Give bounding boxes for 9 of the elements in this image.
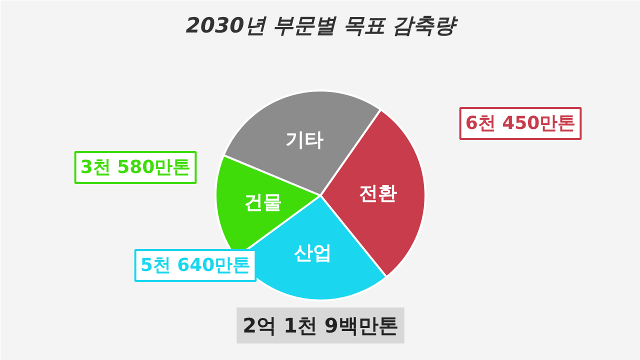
slice-label: 산업 (294, 242, 332, 264)
slice-label: 전환 (359, 182, 398, 204)
text: 2억 1천 9백만톤 (242, 314, 398, 338)
text: 6천 450만톤 (465, 113, 576, 134)
slice-label: 기타 (285, 129, 324, 152)
text: 3천 580만톤 (80, 157, 191, 178)
slice-label: 건물 (244, 191, 282, 214)
text: 5천 640만톤 (140, 255, 251, 276)
chart-title: 2030년 부문별 목표 감축량 (186, 14, 460, 38)
